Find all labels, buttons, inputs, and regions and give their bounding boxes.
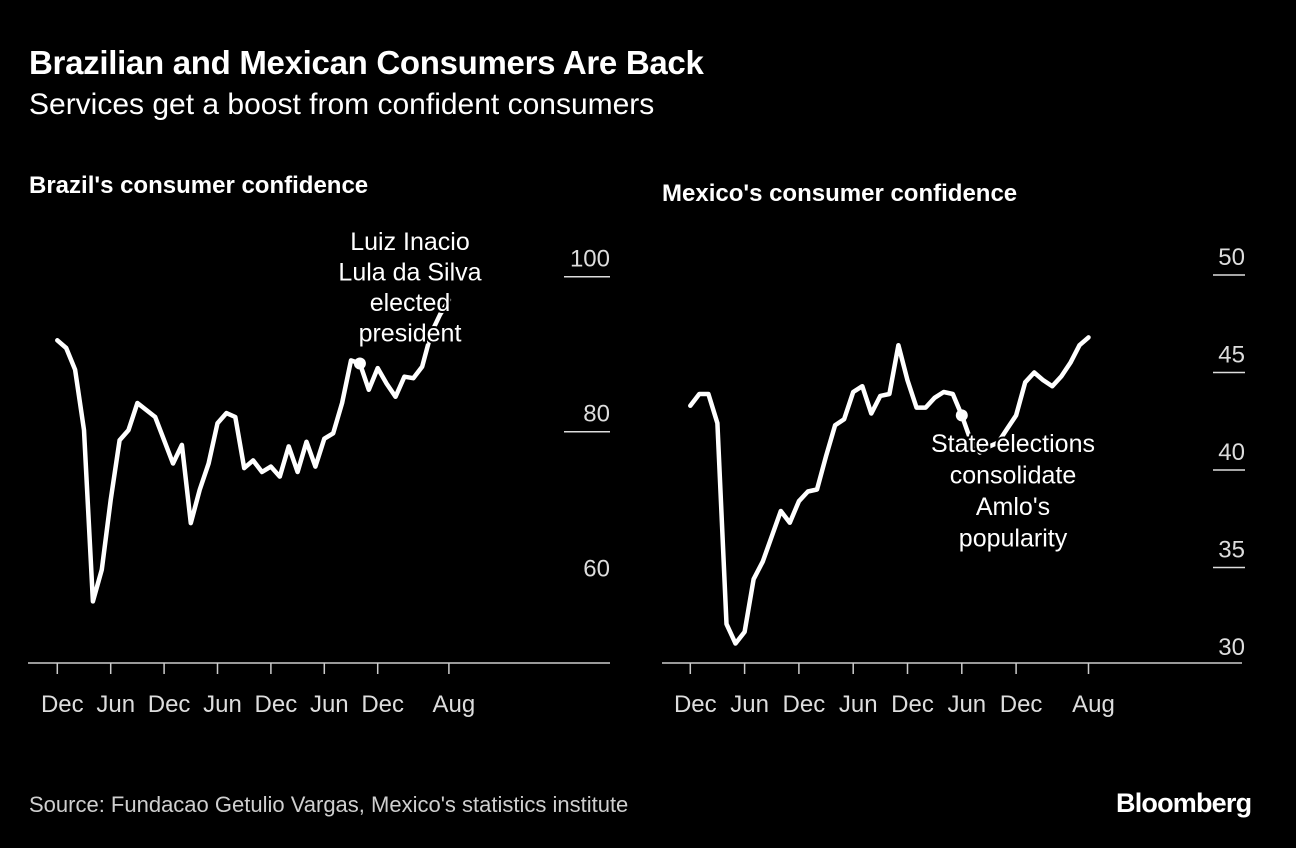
mexico-annotation-text: State elections [931,430,1095,458]
bloomberg-logo: Bloomberg [1116,788,1252,818]
brazil-x-tick-label: Dec [41,691,84,718]
brazil-panel-title: Brazil's consumer confidence [29,172,369,199]
brazil-annotation-text: Lula da Silva [338,259,481,287]
mexico-annotation-text: Amlo's [976,493,1050,521]
mexico-annotation-text: popularity [959,525,1068,553]
mexico-y-tick-label: 35 [1218,537,1245,564]
brazil-y-tick-label: 60 [583,556,610,583]
brazil-x-tick-label: Dec [148,691,191,718]
mexico-x-tick-label: Dec [674,691,717,718]
mexico-y-tick-label: 30 [1218,634,1245,661]
mexico-x-tick-label: Dec [1000,691,1043,718]
brazil-chart: 100 80 60 Dec Jun Dec Jun Dec Jun Dec Aug Luiz Inac… [28,226,610,718]
mexico-y-tick-label: 45 [1218,342,1245,369]
mexico-chart: 50 45 40 35 30 Dec Jun Dec Jun Dec Jun Dec Aug State … [662,244,1245,718]
brazil-x-tick-label: Jun [96,691,135,718]
mexico-x-tick-label: Jun [839,691,878,718]
brazil-x-tick-label: Jun [310,691,349,718]
brazil-annotation-text: Luiz Inacio [350,228,470,256]
brazil-annotation-text: elected [370,289,451,317]
chart-title: Brazilian and Mexican Consumers Are Back [29,44,704,81]
mexico-x-tick-label: Dec [891,691,934,718]
mexico-x-tick-label: Jun [730,691,769,718]
brazil-y-tick-label: 80 [583,401,610,428]
source-note: Source: Fundacao Getulio Vargas, Mexico'… [29,792,629,817]
chart-subtitle: Services get a boost from confident cons… [29,88,655,121]
brazil-x-tick-label: Dec [255,691,298,718]
brazil-x-tick-label: Aug [433,691,476,718]
mexico-x-tick-label: Aug [1072,691,1115,718]
mexico-x-tick-label: Dec [783,691,826,718]
mexico-y-tick-label: 50 [1218,244,1245,271]
mexico-annotation-dot [955,409,968,422]
mexico-y-tick-label: 40 [1218,439,1245,466]
mexico-panel-title: Mexico's consumer confidence [662,180,1018,207]
brazil-series-line [55,297,452,604]
brazil-annotation-dot [353,357,366,370]
brazil-annotation-text: president [359,320,462,348]
mexico-series-line [688,335,1091,646]
brazil-x-tick-label: Dec [361,691,404,718]
mexico-x-tick-label: Jun [947,691,986,718]
brazil-x-tick-label: Jun [203,691,242,718]
brazil-y-tick-label: 100 [570,246,610,273]
mexico-annotation-text: consolidate [950,462,1076,490]
